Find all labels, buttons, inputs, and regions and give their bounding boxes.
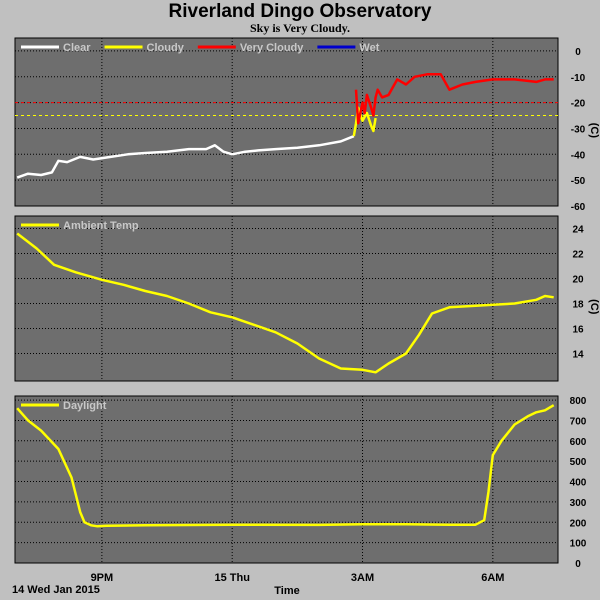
sky-status-subtitle: Sky is Very Cloudy. [249,21,351,35]
y-tick-label: 0 [575,559,581,570]
y-tick-label: 24 [572,225,584,236]
legend-label: Clear [63,42,91,54]
plot-area-2 [14,215,559,382]
legend-label: Ambient Temp [63,220,139,232]
series-line-cloudy [352,106,377,137]
x-tick-label: 15 Thu [214,572,249,584]
y-tick-label: 22 [572,250,584,261]
y-tick-label: 600 [570,437,587,448]
series-line-very-cloudy [354,72,554,125]
y-tick-label: 0 [575,47,581,58]
footer-date: 14 Wed Jan 2015 [12,584,100,596]
y-tick-label: -60 [571,202,586,213]
legend-label: Cloudy [147,42,185,54]
y-tick-label: -30 [571,124,586,135]
y-tick-label: 700 [570,416,587,427]
y-tick-label: 16 [572,325,584,336]
y-tick-label: -50 [571,176,586,187]
page-title: Riverland Dingo Observatory [168,1,432,22]
y-tick-label: 100 [570,539,587,550]
y-tick-label: -40 [571,150,586,161]
x-tick-label: 6AM [481,572,504,584]
y-tick-label: 200 [570,518,587,529]
y-tick-label: 300 [570,498,587,509]
y-tick-label: -10 [571,73,586,84]
y-axis-label: (C) [588,123,600,139]
y-tick-label: 14 [572,350,584,361]
plot-area-1 [14,37,559,207]
y-tick-label: 18 [572,300,584,311]
y-tick-label: 400 [570,478,587,489]
y-tick-label: 800 [570,396,587,407]
legend-label: Very Cloudy [240,42,304,54]
series-line-ambient-temp [16,232,554,374]
x-tick-label: 9PM [91,572,114,584]
series-line-daylight [16,404,555,528]
plot-area-3 [14,395,559,564]
legend-label: Wet [359,42,379,54]
y-tick-label: 500 [570,457,587,468]
x-axis-label: Time [274,585,299,597]
series-line-clear [16,135,355,179]
y-tick-label: 20 [572,275,584,286]
y-tick-label: -20 [571,99,586,110]
y-axis-label: (C) [588,299,600,315]
x-tick-label: 3AM [351,572,374,584]
legend-label: Daylight [63,400,107,412]
